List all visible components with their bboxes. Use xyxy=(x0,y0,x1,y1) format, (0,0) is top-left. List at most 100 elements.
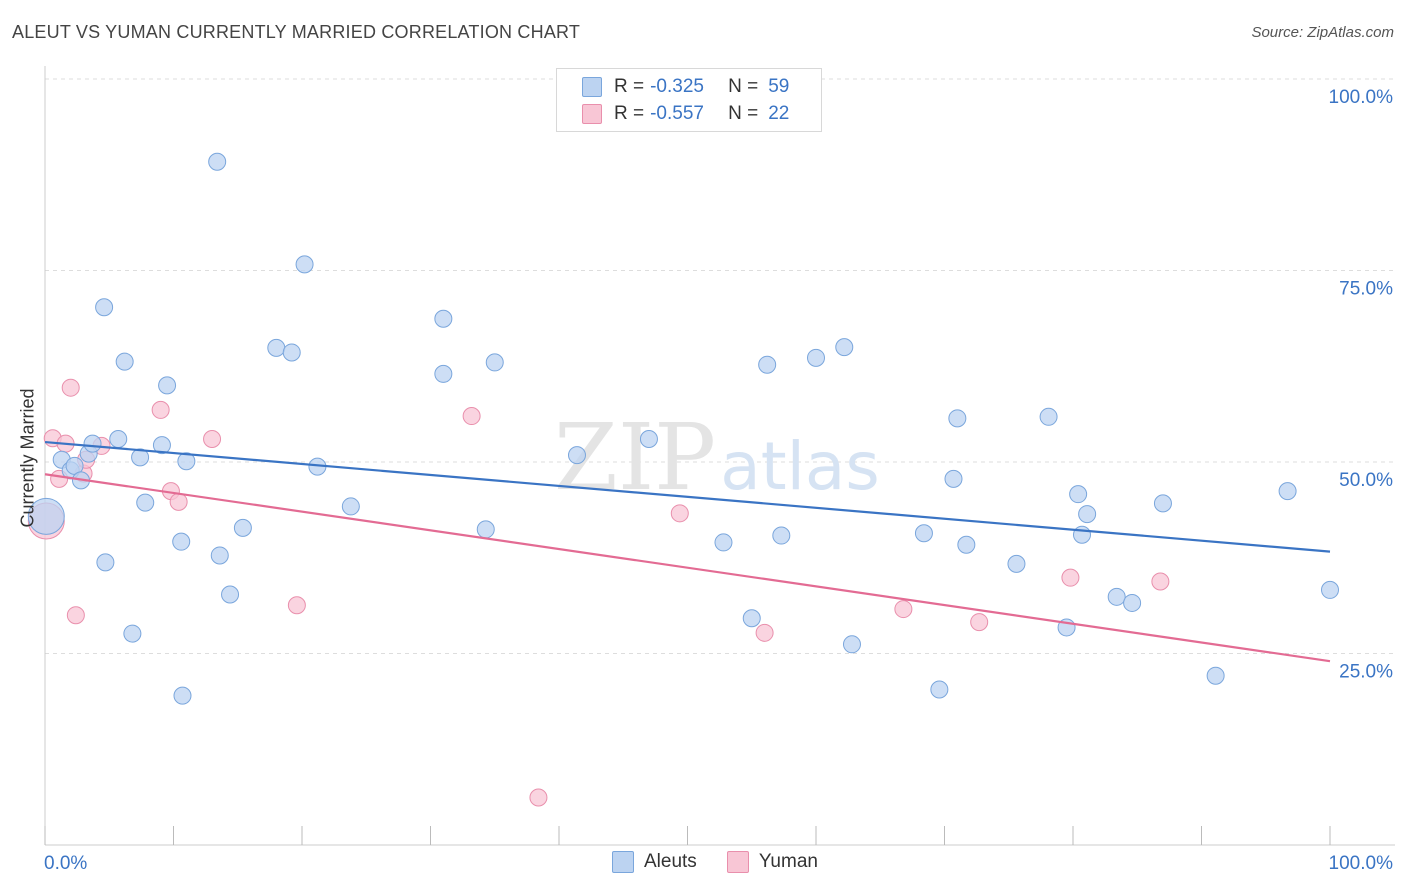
aleuts-point xyxy=(1321,580,1339,599)
aleuts-point xyxy=(96,553,115,572)
yuman-point xyxy=(970,613,989,632)
aleuts-point xyxy=(1007,554,1026,573)
yuman-point xyxy=(670,504,689,523)
aleuts-point xyxy=(177,452,196,471)
aleuts-points xyxy=(27,152,1339,705)
legend-n-label: N = xyxy=(728,103,759,124)
aleuts-point xyxy=(485,353,504,372)
aleuts-point xyxy=(27,497,65,535)
yuman-point xyxy=(894,600,913,619)
yuman-swatch xyxy=(582,104,602,124)
y-tick-label: 100.0% xyxy=(1329,87,1394,108)
aleuts-point xyxy=(944,469,963,488)
axes xyxy=(44,66,1395,846)
watermark-atlas: atlas xyxy=(720,428,880,505)
y-tick-label: 75.0% xyxy=(1339,279,1393,300)
aleuts-point xyxy=(208,152,227,171)
aleuts-point xyxy=(714,533,733,552)
aleuts-point xyxy=(172,532,191,551)
x-tick-label: 100.0% xyxy=(1329,853,1394,874)
aleuts-point xyxy=(914,524,933,543)
legend-label-yuman: Yuman xyxy=(758,851,818,872)
aleuts-point xyxy=(115,352,134,371)
aleuts-point xyxy=(1278,482,1297,501)
gridlines xyxy=(45,78,1395,654)
x-tick-label: 0.0% xyxy=(44,853,87,874)
aleuts-point xyxy=(282,343,301,362)
yuman-point xyxy=(151,400,170,419)
aleuts-point xyxy=(152,436,171,455)
aleuts-point xyxy=(842,635,861,654)
yuman-trend-line xyxy=(44,473,1331,663)
yuman-swatch xyxy=(726,851,749,873)
aleuts-point xyxy=(434,309,453,328)
legend-item-yuman: Yuman xyxy=(726,851,818,873)
aleuts-point xyxy=(948,409,967,428)
chart-title: ALEUT VS YUMAN CURRENTLY MARRIED CORRELA… xyxy=(12,22,581,42)
legend-r-label: R = xyxy=(614,76,645,97)
aleuts-point xyxy=(123,624,142,643)
legend-row-yuman: R = -0.557 N = 22 xyxy=(582,101,789,127)
aleuts-point xyxy=(233,518,252,537)
legend-r-label: R = xyxy=(614,103,645,124)
aleuts-point xyxy=(1078,505,1097,524)
aleuts-point xyxy=(1206,666,1225,685)
yuman-point xyxy=(203,430,222,449)
legend-n-value: 22 xyxy=(768,103,790,124)
aleuts-point xyxy=(742,609,761,628)
yuman-point xyxy=(169,492,188,511)
correlation-legend: R = -0.325 N = 59 R = -0.557 N = 22 xyxy=(556,68,822,132)
aleuts-point xyxy=(158,376,177,395)
aleuts-point xyxy=(173,686,192,705)
aleuts-point xyxy=(1072,525,1091,544)
aleuts-swatch xyxy=(582,77,602,97)
aleuts-point xyxy=(1153,494,1172,513)
legend-r-value: -0.325 xyxy=(650,76,704,97)
aleuts-point xyxy=(957,535,976,554)
aleuts-point xyxy=(434,364,453,383)
watermark: ZIP atlas xyxy=(554,404,880,511)
aleuts-point xyxy=(267,338,286,357)
x-tick-labels: 0.0% 100.0% xyxy=(44,853,1393,874)
aleuts-point xyxy=(136,493,155,512)
source-label: Source: ZipAtlas.com xyxy=(1251,24,1394,41)
aleuts-point xyxy=(1123,593,1142,612)
yuman-point xyxy=(462,407,481,426)
legend-row-aleuts: R = -0.325 N = 59 xyxy=(582,74,789,100)
yuman-point xyxy=(287,596,306,615)
aleuts-point xyxy=(835,338,854,357)
y-tick-labels: 100.0% 75.0% 50.0% 25.0% xyxy=(1329,87,1394,683)
legend-item-aleuts: Aleuts xyxy=(612,851,697,873)
trend-lines xyxy=(44,440,1331,663)
aleuts-point xyxy=(83,434,102,453)
legend-r-value: -0.557 xyxy=(650,103,704,124)
aleuts-point xyxy=(95,298,114,317)
aleuts-point xyxy=(567,446,586,465)
aleuts-point xyxy=(772,526,791,545)
aleuts-point xyxy=(1069,485,1088,504)
yuman-point xyxy=(755,623,774,642)
yuman-point xyxy=(1061,568,1080,587)
aleuts-trend-line xyxy=(44,440,1331,553)
aleuts-point xyxy=(930,680,949,699)
aleuts-point xyxy=(758,355,777,374)
legend-n-label: N = xyxy=(728,76,759,97)
aleuts-point xyxy=(109,430,128,449)
aleuts-point xyxy=(476,520,495,539)
y-axis-label: Currently Married xyxy=(17,388,38,528)
aleuts-point xyxy=(221,585,240,604)
aleuts-point xyxy=(1107,587,1126,606)
series-legend: Aleuts Yuman xyxy=(612,851,848,873)
aleuts-point xyxy=(807,348,825,367)
aleuts-swatch xyxy=(612,851,634,873)
y-tick-label: 50.0% xyxy=(1339,470,1393,491)
legend-n-value: 59 xyxy=(768,76,790,97)
yuman-point xyxy=(61,378,80,397)
aleuts-point xyxy=(295,255,314,274)
aleuts-point xyxy=(639,430,658,449)
aleuts-point xyxy=(1039,407,1058,426)
aleuts-point xyxy=(341,497,360,516)
aleuts-point xyxy=(131,448,150,467)
y-tick-label: 25.0% xyxy=(1339,662,1393,683)
yuman-point xyxy=(1151,572,1170,591)
